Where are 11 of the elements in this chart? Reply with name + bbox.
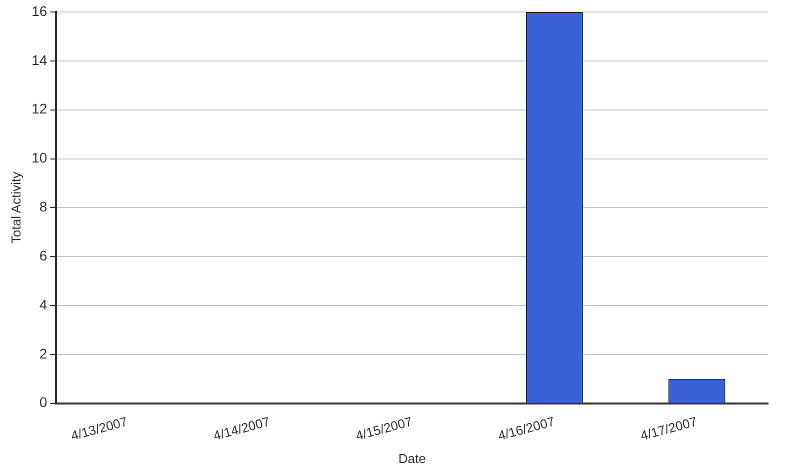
- y-tick-label: 10: [32, 150, 48, 166]
- y-tick-label: 12: [32, 100, 48, 117]
- y-tick-label: 0: [39, 394, 48, 410]
- y-tick-label: 14: [32, 52, 48, 68]
- y-tick-label: 6: [39, 247, 48, 264]
- y-tick-label: 4: [39, 296, 48, 312]
- y-axis-title: Total Activity: [8, 171, 24, 244]
- x-axis-title: Date: [398, 450, 426, 466]
- y-tick-label: 16: [32, 2, 48, 19]
- y-tick-label: 8: [39, 198, 48, 215]
- y-tick-label: 2: [39, 345, 48, 362]
